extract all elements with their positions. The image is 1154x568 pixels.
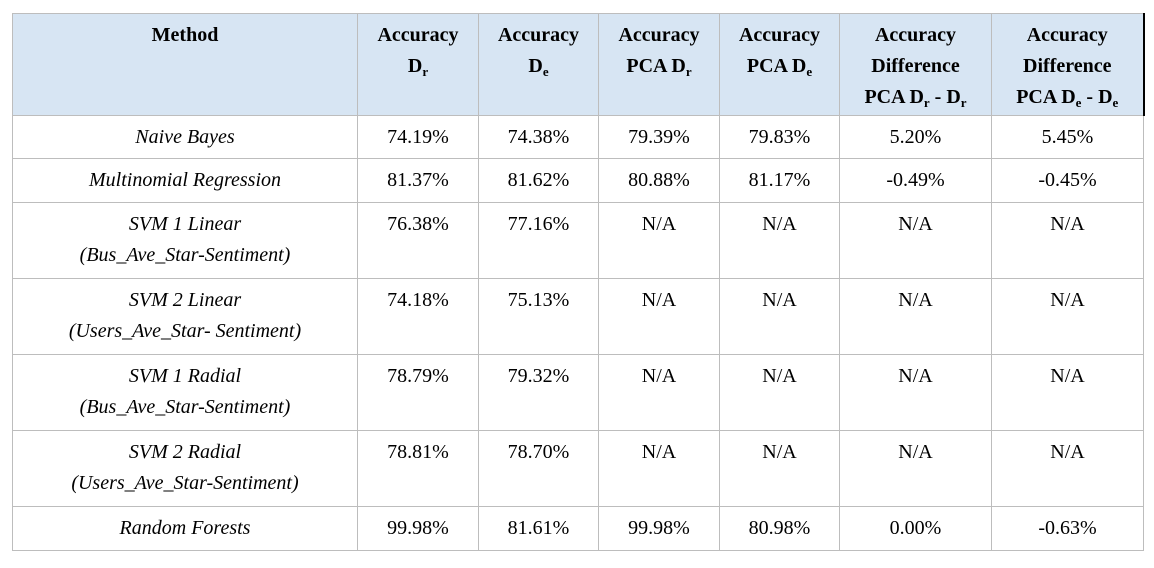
value-cell: N/A xyxy=(719,354,840,431)
value-cell: 5.45% xyxy=(991,115,1144,159)
value-cell: 74.19% xyxy=(357,115,479,159)
value-cell: N/A xyxy=(991,430,1144,507)
value-cell: 81.17% xyxy=(719,158,840,203)
value-cell: N/A xyxy=(839,278,992,355)
value-cell: N/A xyxy=(598,202,720,279)
value-cell: N/A xyxy=(719,278,840,355)
method-cell: Random Forests xyxy=(12,506,358,551)
value-cell: 74.18% xyxy=(357,278,479,355)
method-cell: SVM 1 Radial (Bus_Ave_Star-Sentiment) xyxy=(12,354,358,431)
value-cell: -0.63% xyxy=(991,506,1144,551)
header-accuracy-dr: Accuracy Dr xyxy=(357,13,479,116)
header-method: Method xyxy=(12,13,358,116)
table-row: Multinomial Regression 81.37% 81.62% 80.… xyxy=(12,158,1144,203)
value-cell: N/A xyxy=(839,202,992,279)
value-cell: -0.45% xyxy=(991,158,1144,203)
value-cell: 99.98% xyxy=(598,506,720,551)
method-cell: Naive Bayes xyxy=(12,115,358,159)
table-row: Random Forests 99.98% 81.61% 99.98% 80.9… xyxy=(12,506,1144,551)
value-cell: 81.61% xyxy=(478,506,599,551)
table-row: SVM 1 Radial (Bus_Ave_Star-Sentiment) 78… xyxy=(12,354,1144,431)
header-accuracy-de: Accuracy De xyxy=(478,13,599,116)
table-row: Naive Bayes 74.19% 74.38% 79.39% 79.83% … xyxy=(12,115,1144,159)
value-cell: N/A xyxy=(598,430,720,507)
header-accuracy-pca-dr: Accuracy PCA Dr xyxy=(598,13,720,116)
value-cell: 0.00% xyxy=(839,506,992,551)
value-cell: N/A xyxy=(839,430,992,507)
value-cell: 79.39% xyxy=(598,115,720,159)
table-row: SVM 1 Linear (Bus_Ave_Star-Sentiment) 76… xyxy=(12,202,1144,279)
method-cell: SVM 2 Radial (Users_Ave_Star-Sentiment) xyxy=(12,430,358,507)
results-table: Method Accuracy Dr Accuracy De Accuracy … xyxy=(12,13,1145,551)
method-cell: Multinomial Regression xyxy=(12,158,358,203)
value-cell: 99.98% xyxy=(357,506,479,551)
value-cell: 79.32% xyxy=(478,354,599,431)
header-accuracy-difference-r: Accuracy Difference PCA Dr - Dr xyxy=(839,13,992,116)
value-cell: N/A xyxy=(991,278,1144,355)
value-cell: -0.49% xyxy=(839,158,992,203)
value-cell: 76.38% xyxy=(357,202,479,279)
method-cell: SVM 2 Linear (Users_Ave_Star- Sentiment) xyxy=(12,278,358,355)
table-row: SVM 2 Linear (Users_Ave_Star- Sentiment)… xyxy=(12,278,1144,355)
value-cell: N/A xyxy=(598,278,720,355)
value-cell: 78.79% xyxy=(357,354,479,431)
value-cell: 78.70% xyxy=(478,430,599,507)
value-cell: 81.62% xyxy=(478,158,599,203)
value-cell: N/A xyxy=(839,354,992,431)
table-row: SVM 2 Radial (Users_Ave_Star-Sentiment) … xyxy=(12,430,1144,507)
value-cell: N/A xyxy=(991,202,1144,279)
table-body: Naive Bayes 74.19% 74.38% 79.39% 79.83% … xyxy=(12,115,1144,551)
value-cell: 79.83% xyxy=(719,115,840,159)
header-accuracy-difference-e: Accuracy Difference PCA De - De xyxy=(991,13,1145,116)
value-cell: 81.37% xyxy=(357,158,479,203)
value-cell: 5.20% xyxy=(839,115,992,159)
value-cell: 80.98% xyxy=(719,506,840,551)
header-row: Method Accuracy Dr Accuracy De Accuracy … xyxy=(12,13,1145,116)
value-cell: N/A xyxy=(991,354,1144,431)
value-cell: N/A xyxy=(719,430,840,507)
table-header: Method Accuracy Dr Accuracy De Accuracy … xyxy=(12,13,1145,116)
header-accuracy-pca-de: Accuracy PCA De xyxy=(719,13,840,116)
value-cell: 74.38% xyxy=(478,115,599,159)
value-cell: 75.13% xyxy=(478,278,599,355)
value-cell: N/A xyxy=(598,354,720,431)
value-cell: 80.88% xyxy=(598,158,720,203)
method-cell: SVM 1 Linear (Bus_Ave_Star-Sentiment) xyxy=(12,202,358,279)
value-cell: 78.81% xyxy=(357,430,479,507)
value-cell: 77.16% xyxy=(478,202,599,279)
value-cell: N/A xyxy=(719,202,840,279)
